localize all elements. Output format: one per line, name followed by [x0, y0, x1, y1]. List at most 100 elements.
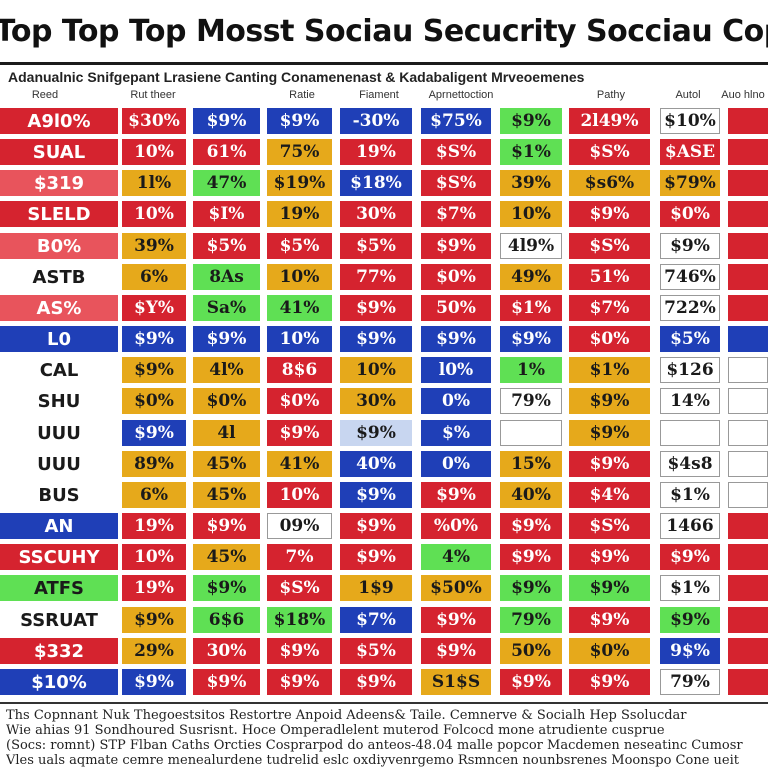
- table-cell: [660, 420, 720, 446]
- table-cell: $5%: [267, 233, 332, 259]
- table-cell: $9%: [267, 638, 332, 664]
- table-cell: [728, 575, 768, 601]
- table-cell: $50%: [421, 575, 491, 601]
- table-cell: [728, 544, 768, 570]
- row-label: BUS: [0, 482, 118, 508]
- table-cell: 6$6: [193, 607, 260, 633]
- footer: Ths Copnnant Nuk Thegoestsitos Restortre…: [0, 702, 768, 768]
- table-cell: 0%: [421, 451, 491, 477]
- row-label: SSCUHY: [0, 544, 118, 570]
- table-cell: $1%: [500, 139, 562, 165]
- table-cell: $4%: [569, 482, 650, 508]
- table-cell: [728, 170, 768, 196]
- table-cell: 10%: [267, 264, 332, 290]
- table-cell: $9%: [193, 108, 260, 134]
- table-cell: 19%: [267, 201, 332, 227]
- table-cell: 50%: [500, 638, 562, 664]
- row-label: AS%: [0, 295, 118, 321]
- table-cell: $9%: [569, 575, 650, 601]
- table-cell: $7%: [340, 607, 412, 633]
- row-label: $319: [0, 170, 118, 196]
- table-cell: $S%: [569, 233, 650, 259]
- table-cell: 8As: [193, 264, 260, 290]
- footnote-line: Vles uals aqmate cemre menealurdene tudr…: [6, 753, 739, 768]
- table-cell: 15%: [500, 451, 562, 477]
- table-cell: [728, 326, 768, 352]
- table-cell: $5%: [340, 638, 412, 664]
- table-cell: $9%: [193, 575, 260, 601]
- table-cell: $9%: [660, 544, 720, 570]
- table-cell: $18%: [340, 170, 412, 196]
- table-cell: $9%: [569, 451, 650, 477]
- table-cell: $18%: [267, 607, 332, 633]
- table-cell: 10%: [122, 201, 186, 227]
- table-cell: [728, 201, 768, 227]
- table-cell: 6%: [122, 482, 186, 508]
- table-cell: $9%: [122, 669, 186, 695]
- column-header-row: Reed Rut theer Ratie Fiament Aprnettoction Pa…: [0, 89, 768, 107]
- table-cell: $9%: [122, 607, 186, 633]
- footnote-line: Wie ahias 91 Sondhoured Susrisnt. Hoce O…: [6, 723, 665, 738]
- table-cell: 50%: [421, 295, 491, 321]
- table-cell: 1%: [500, 357, 562, 383]
- table-cell: [728, 513, 768, 539]
- table-cell: [728, 669, 768, 695]
- table-cell: 7%: [267, 544, 332, 570]
- table-cell: $9%: [340, 544, 412, 570]
- row-label: ASTB: [0, 264, 118, 290]
- table-cell: $9%: [421, 638, 491, 664]
- table-cell: $9%: [122, 357, 186, 383]
- table-cell: $S%: [421, 139, 491, 165]
- table-cell: 10%: [340, 357, 412, 383]
- table-cell: $9%: [193, 326, 260, 352]
- table-cell: $9%: [340, 482, 412, 508]
- column-header: Aprnettoction: [428, 89, 494, 101]
- table-cell: $0%: [569, 326, 650, 352]
- table-cell: $S%: [569, 139, 650, 165]
- table-cell: 10%: [267, 482, 332, 508]
- table-cell: [728, 108, 768, 134]
- table-cell: $9%: [267, 108, 332, 134]
- table-cell: $S%: [421, 170, 491, 196]
- column-header: Reed: [31, 89, 59, 101]
- table-cell: $9%: [569, 388, 650, 414]
- title-bar: A Top Top Top Mosst Sociau Secucrity Soc…: [0, 0, 768, 62]
- table-cell: $9%: [569, 607, 650, 633]
- column-header: Pathy: [596, 89, 626, 101]
- table-cell: $0%: [267, 388, 332, 414]
- row-label: SSRUAT: [0, 607, 118, 633]
- table-cell: $1%: [569, 357, 650, 383]
- table-cell: [728, 139, 768, 165]
- title-divider: [0, 62, 768, 65]
- row-label: SHU: [0, 388, 118, 414]
- table-cell: $9%: [500, 544, 562, 570]
- table-cell: $0%: [193, 388, 260, 414]
- column-header: Autol: [675, 89, 701, 101]
- table-cell: $30%: [122, 108, 186, 134]
- table-cell: $9%: [122, 420, 186, 446]
- table-cell: 1l%: [122, 170, 186, 196]
- row-label: B0%: [0, 233, 118, 259]
- table-cell: 10%: [122, 544, 186, 570]
- table-cell: $5%: [340, 233, 412, 259]
- table-cell: $9%: [569, 669, 650, 695]
- table-cell: 30%: [193, 638, 260, 664]
- table-cell: $9%: [193, 669, 260, 695]
- table-cell: [728, 264, 768, 290]
- table-cell: $9%: [340, 295, 412, 321]
- table-cell: 40%: [340, 451, 412, 477]
- table-cell: $10%: [660, 108, 720, 134]
- table-cell: %0%: [421, 513, 491, 539]
- table-cell: 30%: [340, 388, 412, 414]
- table-cell: 40%: [500, 482, 562, 508]
- table-cell: $5%: [660, 326, 720, 352]
- table-cell: $ASE: [660, 139, 720, 165]
- table-cell: 4l: [193, 420, 260, 446]
- table-cell: S1$S: [421, 669, 491, 695]
- table-cell: 9$%: [660, 638, 720, 664]
- column-header: Fiament: [359, 89, 399, 101]
- table-cell: $9%: [340, 669, 412, 695]
- table-cell: 29%: [122, 638, 186, 664]
- table-cell: -30%: [340, 108, 412, 134]
- table-cell: $7%: [421, 201, 491, 227]
